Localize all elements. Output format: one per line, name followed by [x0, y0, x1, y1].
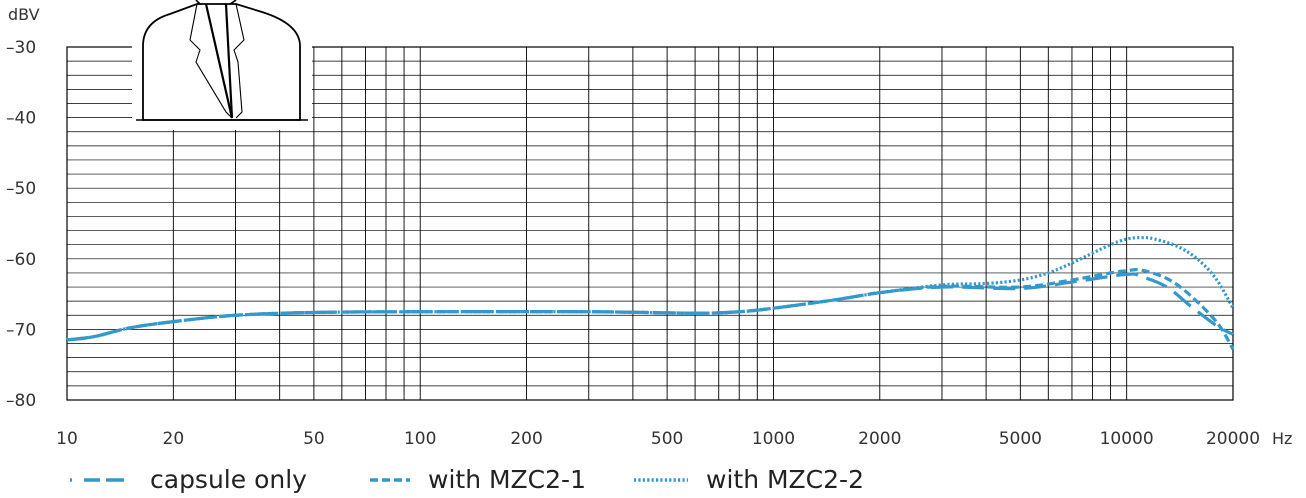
x-tick-label: 500 [651, 429, 683, 449]
x-axis-ticks: 10 20 50 100 200 500 1000 2000 5000 10000 20000 [56, 429, 1260, 449]
x-tick-label: 10 [56, 429, 78, 449]
x-tick-label: 20000 [1206, 429, 1260, 449]
x-tick-label: 2000 [858, 429, 901, 449]
series-line-2 [66, 267, 1235, 350]
series-line-1 [66, 272, 1234, 342]
series-line-3 [66, 236, 1235, 342]
person-shirt-left [204, 3, 234, 119]
legend-label-2: with MZC2-1 [428, 465, 586, 494]
person-shirt-right [224, 3, 234, 119]
series-layer [66, 236, 1235, 350]
y-tick-label: –80 [6, 391, 36, 411]
grid-major [66, 47, 1234, 400]
x-tick-label: 200 [510, 429, 542, 449]
y-axis-ticks: –30 –40 –50 –60 –70 –80 [6, 38, 36, 411]
person-body-outline [142, 3, 301, 121]
x-tick-label: 10000 [1100, 429, 1154, 449]
y-tick-label: –30 [6, 38, 36, 58]
y-tick-label: –70 [6, 320, 36, 340]
y-tick-label: –50 [6, 179, 36, 199]
person-illustration [132, 0, 312, 130]
person-lapel-right [233, 3, 245, 119]
x-tick-label: 20 [163, 429, 185, 449]
y-tick-label: –40 [6, 109, 36, 129]
x-tick-label: 1000 [752, 429, 795, 449]
legend: capsule only with MZC2-1 with MZC2-2 [70, 465, 864, 494]
x-tick-label: 5000 [999, 429, 1042, 449]
x-tick-label: 100 [404, 429, 436, 449]
x-tick-label: 50 [303, 429, 325, 449]
y-tick-label: –60 [6, 250, 36, 270]
person-lapel-left [189, 3, 233, 119]
y-axis-unit: dBV [8, 5, 40, 24]
legend-label-3: with MZC2-2 [706, 465, 864, 494]
x-axis-unit: Hz [1272, 429, 1292, 448]
grid-minor [67, 46, 1233, 401]
legend-label-1: capsule only [150, 465, 307, 494]
plot-frame [66, 46, 1234, 401]
